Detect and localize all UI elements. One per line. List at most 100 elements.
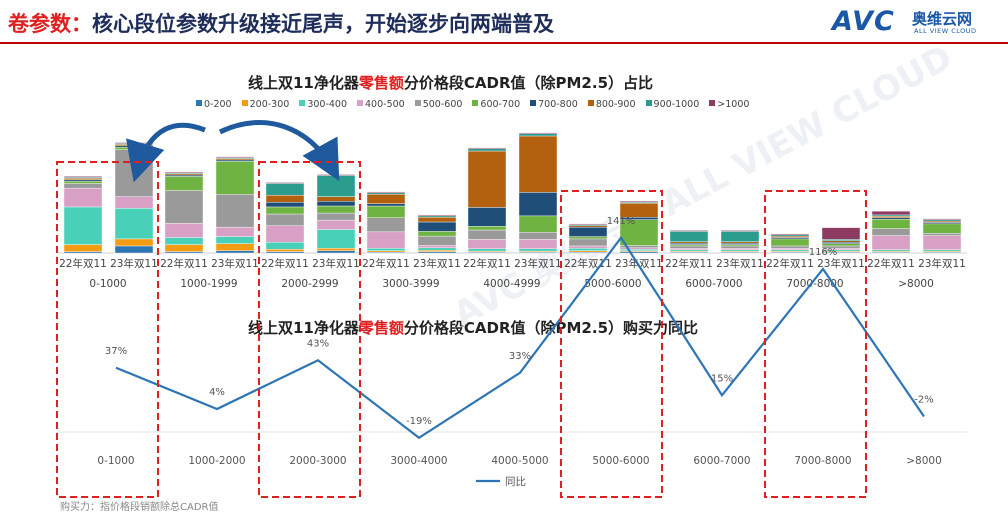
bar-segment — [619, 201, 659, 203]
legend-label: 300-400 — [307, 99, 348, 110]
bar-segment — [770, 249, 810, 252]
bar-segment — [922, 219, 962, 222]
bar-segment — [417, 235, 457, 246]
legend-item: 600-700 — [472, 99, 520, 110]
bar-segment — [669, 248, 709, 250]
line-data-label: 33% — [509, 351, 531, 362]
bar-segment — [417, 221, 457, 232]
footnote: 购买力：指价格段销额除总CADR值 — [60, 502, 219, 513]
highlight-box — [560, 190, 663, 498]
bar-segment — [568, 225, 608, 228]
bar-group-label: 7000-8000 — [786, 278, 843, 290]
bar-segment — [720, 245, 760, 249]
legend-swatch — [414, 100, 421, 106]
bar-label: 23年双11 — [615, 257, 663, 270]
bar-label: 23年双11 — [312, 257, 360, 270]
bar-title-part2: 零售额 — [358, 74, 404, 92]
highlight-box — [764, 190, 867, 498]
bar-segment — [871, 217, 911, 220]
bar-segment — [871, 235, 911, 250]
bar-segment — [366, 205, 406, 218]
legend-label: >1000 — [717, 99, 750, 110]
bar-segment — [568, 223, 608, 226]
legend-label: 600-700 — [480, 99, 521, 110]
line-data-label: -2% — [914, 395, 933, 406]
bar-segment — [467, 248, 507, 252]
bar-segment — [669, 242, 709, 245]
bar-segment — [922, 222, 962, 225]
logo-en-name: ALL VIEW CLOUD — [914, 27, 977, 35]
bar-segment — [417, 245, 457, 249]
legend-swatch — [241, 100, 248, 106]
bar-segment — [265, 213, 305, 226]
bar-segment — [821, 240, 861, 243]
bar-segment — [164, 174, 204, 177]
arrow-right — [218, 120, 340, 182]
bar-label: 22年双11 — [665, 257, 713, 270]
bar-segment — [366, 217, 406, 233]
bar-segment — [417, 214, 457, 217]
bar-segment — [316, 219, 356, 230]
bar-segment — [366, 192, 406, 195]
bar-segment — [114, 245, 154, 254]
bar-segment — [821, 239, 861, 241]
line-category-label: 2000-3000 — [289, 455, 346, 467]
bar-segment — [770, 235, 810, 238]
bar-segment — [821, 243, 861, 247]
line-category-label: 5000-6000 — [592, 455, 649, 467]
bar-segment — [366, 203, 406, 207]
arrow-left — [126, 122, 206, 183]
bar-segment — [63, 178, 103, 180]
header: 卷参数：核心段位参数升级接近尾声，开始逐步向两端普及 AVC 奥维云网 ALL … — [0, 0, 1008, 44]
bar-segment — [467, 147, 507, 149]
line-data-label: 141% — [607, 216, 636, 227]
bar-segment — [770, 248, 810, 250]
bar-segment — [922, 249, 962, 252]
legend-label: 0-200 — [204, 99, 232, 110]
legend-swatch — [587, 100, 594, 106]
line-data-label: 43% — [307, 338, 329, 349]
bar-label: 22年双11 — [160, 257, 208, 270]
bar-label: 23年双11 — [211, 257, 259, 270]
page-title-prefix: 卷参数： — [8, 12, 92, 36]
line-category-label: 6000-7000 — [693, 455, 750, 467]
bar-segment — [316, 201, 356, 207]
legend-label: 400-500 — [365, 99, 405, 110]
legend-label: 700-800 — [538, 99, 578, 110]
bar-segment — [215, 159, 255, 162]
bar-segment — [164, 171, 204, 173]
bar-segment — [922, 218, 962, 220]
bar-segment — [417, 249, 457, 252]
bar-segment — [871, 249, 911, 252]
bar-label: 22年双11 — [362, 257, 410, 270]
highlight-box — [258, 161, 361, 498]
bar-segment — [164, 251, 204, 254]
bar-segment — [669, 249, 709, 252]
bar-segment — [417, 215, 457, 218]
bar-segment — [467, 226, 507, 231]
bar-segment — [215, 158, 255, 161]
bar-segment — [114, 196, 154, 209]
bar-segment — [720, 231, 760, 242]
line-category-label: 0-1000 — [97, 455, 134, 467]
legend-label: 900-1000 — [653, 99, 700, 110]
bar-segment — [720, 248, 760, 250]
bar-segment — [619, 247, 659, 250]
bar-segment — [467, 148, 507, 152]
bar-segment — [63, 187, 103, 208]
legend-item: 500-600 — [414, 99, 462, 110]
bar-segment — [669, 231, 709, 242]
bar-segment — [164, 176, 204, 191]
bar-segment — [265, 202, 305, 208]
bar-segment — [518, 215, 558, 233]
bar-segment — [265, 206, 305, 215]
bar-segment — [770, 237, 810, 240]
bar-segment — [63, 179, 103, 182]
bar-segment — [265, 241, 305, 250]
legend-item: 300-400 — [299, 99, 347, 110]
bar-segment — [265, 249, 305, 252]
line-title-part2: 零售额 — [358, 319, 404, 337]
bar-segment — [821, 227, 861, 240]
page-title-text: 核心段位参数升级接近尾声，开始逐步向两端普及 — [92, 12, 554, 36]
bar-segment — [568, 250, 608, 253]
